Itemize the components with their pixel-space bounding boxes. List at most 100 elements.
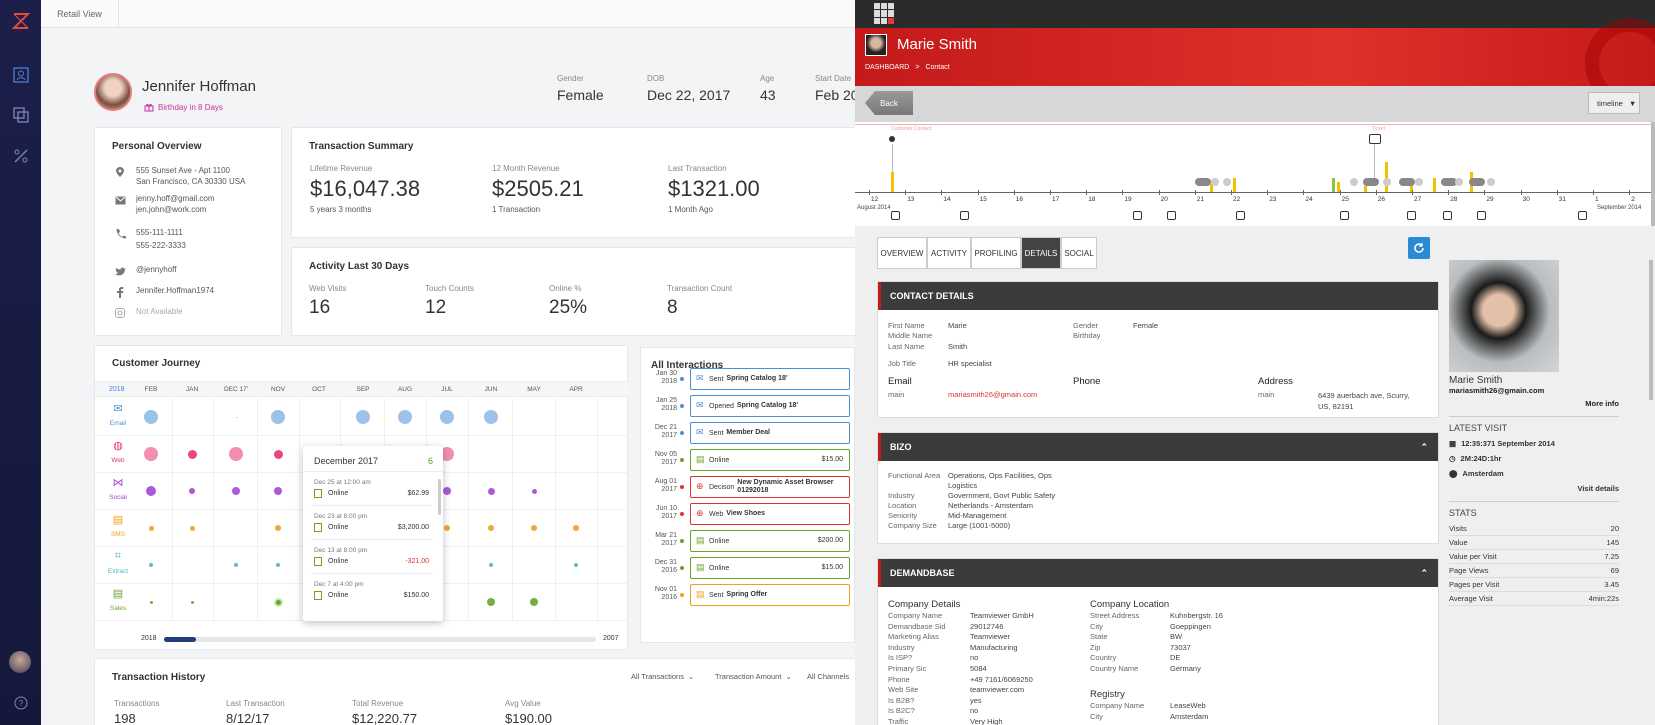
journey-dot[interactable]	[273, 597, 283, 607]
interaction-item[interactable]: ✉ Sent Spring Catalog 18'	[690, 368, 850, 390]
timeline-bar[interactable]	[1210, 184, 1213, 192]
timeline-bar[interactable]	[891, 172, 894, 192]
windows-nav-icon[interactable]	[10, 104, 31, 125]
journey-dot[interactable]	[356, 410, 370, 424]
timeline-event[interactable]	[1399, 178, 1415, 186]
tab-overview[interactable]: OVERVIEW	[877, 237, 927, 269]
page-scrollbar[interactable]	[1649, 260, 1653, 400]
tab-social[interactable]: SOCIAL	[1061, 237, 1097, 269]
filter-all-transactions[interactable]: All Transactions ⌄	[631, 672, 695, 681]
journey-dot[interactable]	[573, 525, 579, 531]
popup-scrollbar[interactable]	[438, 479, 441, 515]
interaction-item[interactable]: ▤ Online $200.00	[690, 530, 850, 552]
collapse-icon[interactable]: ⌃	[1420, 441, 1428, 452]
journey-dot[interactable]	[187, 449, 197, 459]
timeline-bar[interactable]	[1433, 178, 1436, 192]
timeline-bar[interactable]	[1385, 162, 1388, 192]
journey-dot[interactable]	[574, 563, 578, 567]
journey-dot[interactable]	[189, 525, 195, 531]
journey-dot[interactable]	[190, 600, 194, 604]
profile-nav-icon[interactable]	[10, 64, 31, 85]
interaction-item[interactable]: ✉ Sent Member Deal	[690, 422, 850, 444]
journey-dot[interactable]	[440, 410, 454, 424]
more-info-link[interactable]: More info	[1585, 399, 1619, 408]
journey-dot[interactable]	[488, 525, 494, 531]
percent-nav-icon[interactable]	[10, 145, 31, 166]
timeline-event[interactable]	[1211, 178, 1219, 186]
ticket-icon[interactable]	[1167, 211, 1176, 220]
journey-dot[interactable]	[274, 487, 282, 495]
timeline-event[interactable]	[1415, 178, 1423, 186]
interaction-item[interactable]: ▤ Online $15.00	[690, 557, 850, 579]
journey-dot[interactable]	[484, 410, 498, 424]
range-slider[interactable]	[164, 637, 596, 642]
visit-details-link[interactable]: Visit details	[1577, 484, 1619, 493]
ticket-icon[interactable]	[1407, 211, 1416, 220]
journey-dot[interactable]	[144, 410, 158, 424]
facebook-handle[interactable]: Jennifer.Hoffman1974	[136, 286, 215, 295]
bizo-header[interactable]: BIZO ⌃	[878, 433, 1438, 461]
ticket-icon[interactable]	[960, 211, 969, 220]
journey-dot[interactable]	[487, 487, 495, 495]
journey-dot[interactable]	[234, 563, 238, 567]
tab-activity[interactable]: ACTIVITY	[927, 237, 971, 269]
timeline[interactable]: Customer Contact Ticket 12 13 14 15 16 17 18 19…	[855, 122, 1655, 226]
timeline-event[interactable]	[1441, 178, 1457, 186]
view-select[interactable]: timeline ▼	[1588, 92, 1640, 114]
timeline-bar[interactable]	[1364, 186, 1367, 192]
user-avatar[interactable]	[9, 651, 31, 673]
journey-dot[interactable]	[232, 487, 240, 495]
journey-dot[interactable]	[444, 525, 450, 531]
timeline-bar[interactable]	[1337, 182, 1340, 192]
range-slider-handle[interactable]	[164, 637, 196, 642]
contact-details-header[interactable]: CONTACT DETAILS	[878, 282, 1438, 310]
tab-details[interactable]: DETAILS	[1021, 237, 1061, 269]
journey-dot[interactable]	[531, 525, 537, 531]
journey-dot[interactable]	[146, 486, 156, 496]
ticket-icon[interactable]	[1340, 211, 1349, 220]
journey-dot[interactable]	[398, 410, 412, 424]
interaction-item[interactable]: ▤ Sent Spring Offer	[690, 584, 850, 606]
ticket-icon[interactable]	[1578, 211, 1587, 220]
filter-transaction-amount[interactable]: Transaction Amount ⌄	[715, 672, 792, 681]
journey-dot[interactable]	[229, 447, 243, 461]
timeline-event[interactable]	[1363, 178, 1379, 186]
collapse-icon[interactable]: ⌃	[1420, 567, 1428, 578]
help-icon[interactable]: ?	[10, 692, 31, 713]
journey-dot[interactable]	[148, 525, 154, 531]
breadcrumb-dashboard[interactable]: DASHBOARD	[865, 64, 910, 71]
interaction-item[interactable]: ▤ Online $15.00	[690, 449, 850, 471]
journey-dot[interactable]	[276, 563, 280, 567]
ticket-icon[interactable]	[1236, 211, 1245, 220]
ticket-icon[interactable]	[1477, 211, 1486, 220]
timeline-event[interactable]	[1455, 178, 1463, 186]
journey-dot[interactable]	[235, 416, 237, 418]
journey-dot[interactable]	[531, 488, 537, 494]
logo-icon[interactable]	[10, 10, 31, 31]
back-button[interactable]: Back	[865, 91, 913, 115]
filter-all-channels[interactable]: All Channels	[807, 672, 850, 681]
email-link[interactable]: mariasmith26@gmain.com	[948, 390, 1038, 399]
apps-grid-icon[interactable]	[874, 3, 895, 24]
journey-dot[interactable]	[149, 563, 153, 567]
journey-dot[interactable]	[275, 525, 281, 531]
timeline-event[interactable]	[1487, 178, 1495, 186]
timeline-bar[interactable]	[1233, 178, 1236, 192]
timeline-event[interactable]	[1195, 178, 1211, 186]
timeline-event[interactable]	[1469, 178, 1485, 186]
refresh-button[interactable]	[1408, 237, 1430, 259]
ticket-icon[interactable]	[1133, 211, 1142, 220]
journey-dot[interactable]	[489, 563, 493, 567]
journey-dot[interactable]	[189, 488, 195, 494]
tab-profiling[interactable]: PROFILING	[971, 237, 1021, 269]
journey-dot[interactable]	[440, 447, 454, 461]
interaction-item[interactable]: ⊕ Web View Shoes	[690, 503, 850, 525]
journey-dot[interactable]	[149, 600, 153, 604]
timeline-bar[interactable]	[1332, 178, 1335, 192]
interaction-item[interactable]: ⊕ Decison New Dynamic Asset Browser 012920…	[690, 476, 850, 498]
ticket-icon[interactable]	[1443, 211, 1452, 220]
demandbase-header[interactable]: DEMANDBASE ⌃	[878, 559, 1438, 587]
tab-retail-view[interactable]: Retail View	[41, 0, 119, 28]
journey-dot[interactable]	[487, 598, 495, 606]
journey-dot[interactable]	[144, 447, 158, 461]
